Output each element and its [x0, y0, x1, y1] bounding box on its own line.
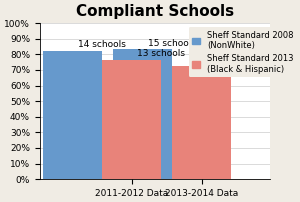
Title: Compliant Schools: Compliant Schools — [76, 4, 234, 19]
Bar — [172, 66, 231, 179]
Bar — [44, 50, 102, 179]
Legend: Sheff Standard 2008
(NonWhite), Sheff Standard 2013
(Black & Hispanic): Sheff Standard 2008 (NonWhite), Sheff St… — [189, 27, 297, 77]
Text: 14 schools: 14 schools — [78, 40, 126, 49]
Bar — [102, 60, 161, 179]
Text: 13 schools: 13 schools — [207, 56, 255, 65]
Text: 15 schools: 15 schools — [148, 39, 196, 48]
Text: 13 schools: 13 schools — [137, 49, 185, 58]
Bar — [113, 49, 172, 179]
